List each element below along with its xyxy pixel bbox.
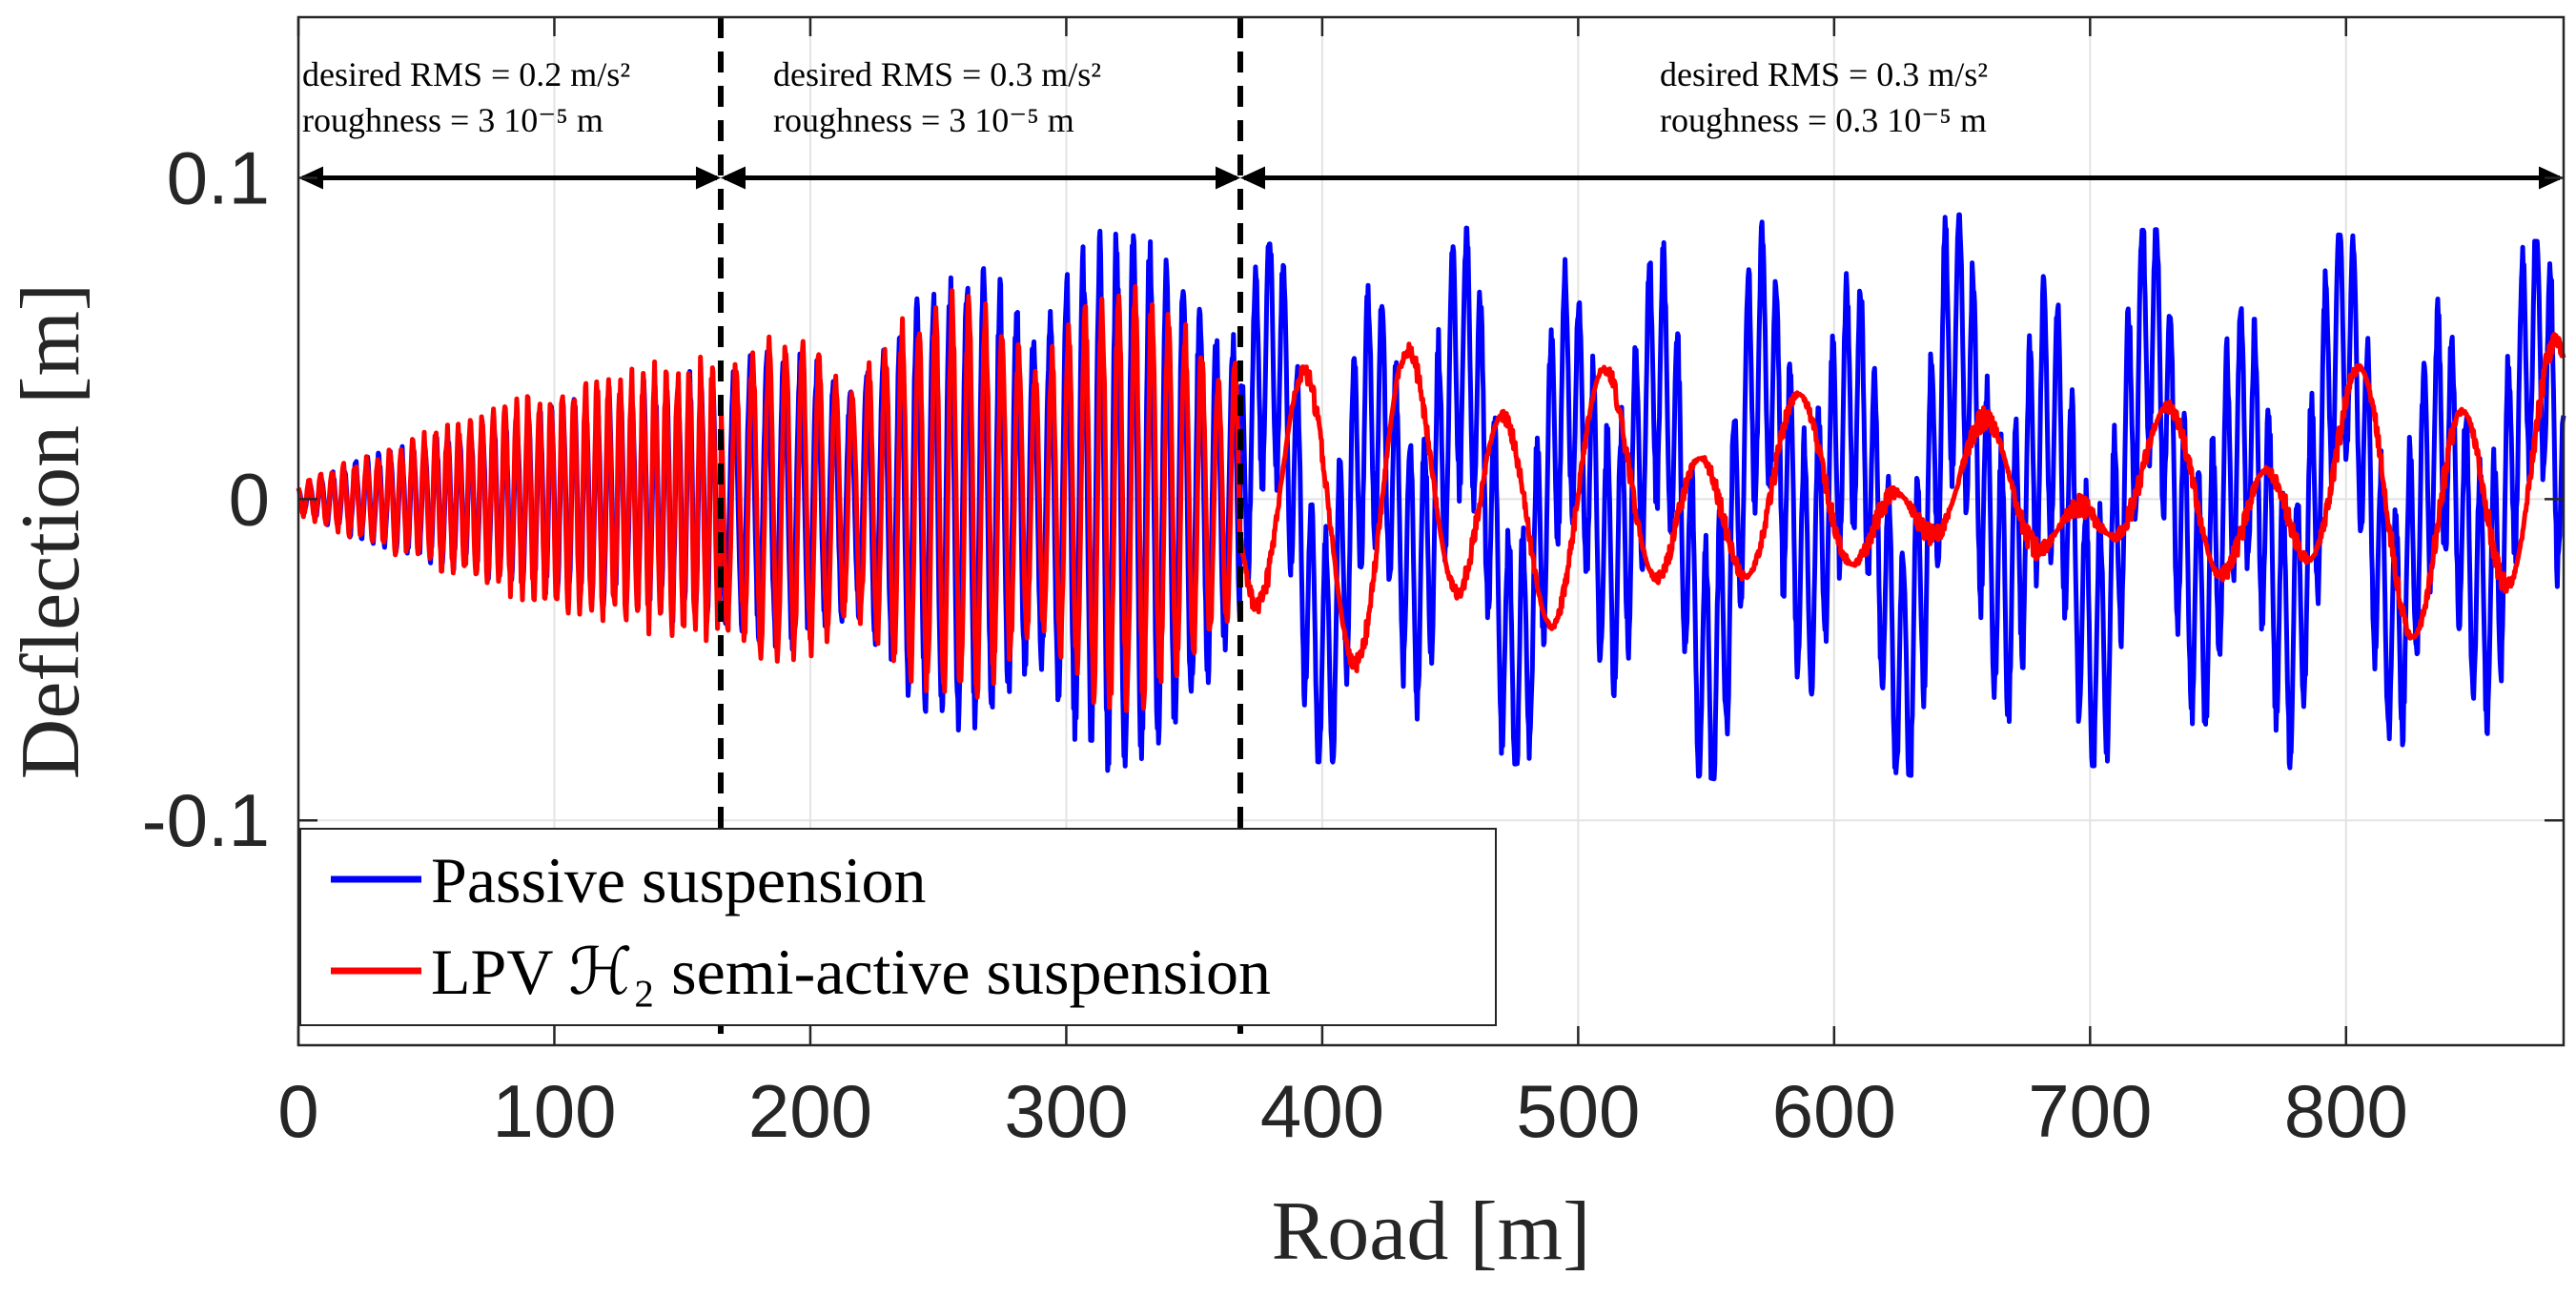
legend-box bbox=[299, 828, 1497, 1026]
legend: Passive suspension LPV ℋ₂ semi-active su… bbox=[299, 828, 1497, 1026]
series-line-1 bbox=[296, 283, 2566, 713]
section-annotation-rms-1: desired RMS = 0.3 m/s² bbox=[773, 55, 1101, 93]
series-layer bbox=[296, 212, 2566, 782]
section-arrowhead-left-2 bbox=[1239, 166, 1265, 190]
y-tick-label-1: 0 bbox=[229, 457, 270, 541]
x-tick-label-6: 600 bbox=[1772, 1069, 1896, 1153]
x-axis-ticks: 0 100 200 300 400 500 600 700 800 bbox=[277, 17, 2408, 1153]
section-annotation-roughness-1: roughness = 3 10⁻⁵ m bbox=[773, 101, 1074, 139]
x-tick-label-7: 700 bbox=[2028, 1069, 2152, 1153]
section-arrowhead-left-1 bbox=[720, 166, 746, 190]
plot-frame bbox=[296, 15, 2566, 1047]
section-annotations: desired RMS = 0.2 m/s² roughness = 3 10⁻⁵… bbox=[302, 55, 1988, 139]
y-axis-title: Deflection [m] bbox=[5, 283, 97, 779]
section-arrowhead-right-1 bbox=[1215, 166, 1240, 190]
section-annotation-roughness-0: roughness = 3 10⁻⁵ m bbox=[302, 101, 603, 139]
y-axis-ticks: 0.1 0 -0.1 bbox=[142, 135, 2564, 862]
section-arrowhead-right-0 bbox=[695, 166, 721, 190]
y-tick-label-0: 0.1 bbox=[167, 135, 270, 219]
x-axis-title: Road [m] bbox=[1272, 1185, 1591, 1278]
x-tick-label-5: 500 bbox=[1516, 1069, 1640, 1153]
y-tick-label-2: -0.1 bbox=[142, 778, 270, 862]
x-tick-label-0: 0 bbox=[277, 1069, 318, 1153]
x-tick-label-8: 800 bbox=[2284, 1069, 2408, 1153]
x-tick-label-4: 400 bbox=[1260, 1069, 1384, 1153]
x-tick-label-3: 300 bbox=[1004, 1069, 1128, 1153]
x-tick-label-2: 200 bbox=[748, 1069, 872, 1153]
section-annotation-rms-2: desired RMS = 0.3 m/s² bbox=[1660, 55, 1988, 93]
section-annotation-rms-0: desired RMS = 0.2 m/s² bbox=[302, 55, 630, 93]
legend-label-lpv: LPV ℋ₂ semi-active suspension bbox=[431, 936, 1271, 1008]
section-annotation-roughness-2: roughness = 0.3 10⁻⁵ m bbox=[1660, 101, 1987, 139]
legend-label-passive: Passive suspension bbox=[431, 844, 926, 916]
x-tick-label-1: 100 bbox=[492, 1069, 616, 1153]
section-arrows bbox=[298, 166, 2564, 190]
